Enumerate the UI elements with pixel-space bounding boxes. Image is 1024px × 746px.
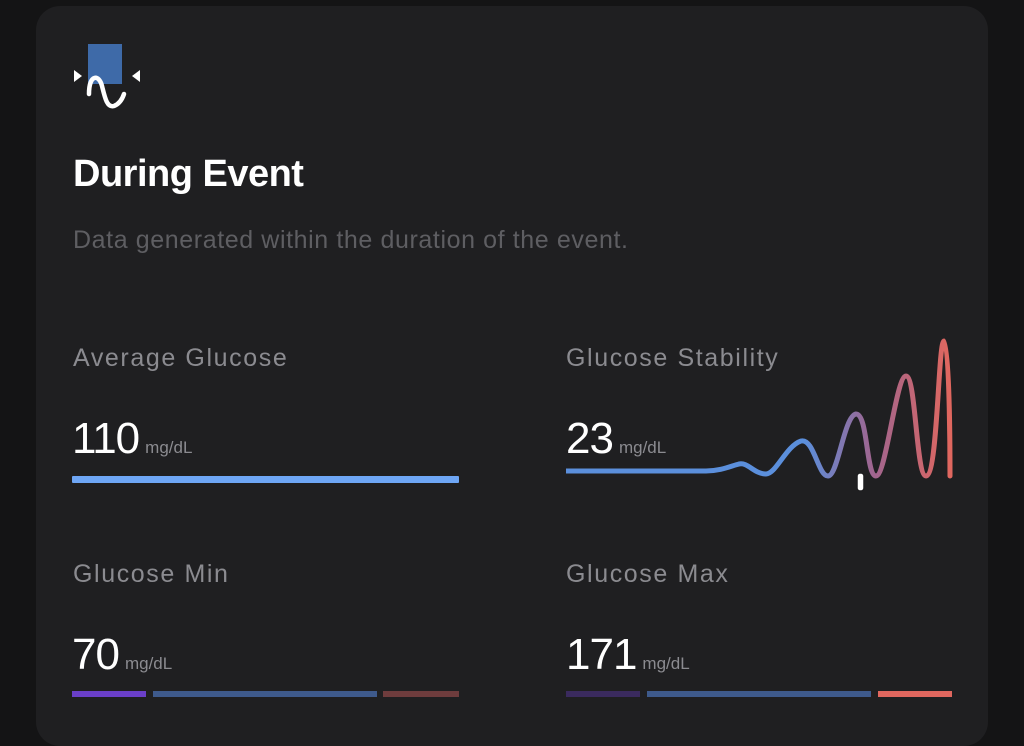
glucose-stability-label: Glucose Stability [566,344,780,372]
max-range-in-range-segment [647,691,871,697]
glucose-stability-number: 23 [566,414,614,463]
section-title: During Event [73,153,304,195]
event-wave-icon [74,44,140,109]
average-glucose-number: 110 [72,414,140,463]
section-subtitle: Data generated within the duration of th… [73,226,629,254]
average-glucose-unit: mg/dL [145,438,193,457]
min-range-low-segment [72,691,146,697]
glucose-min-number: 70 [72,630,120,679]
glucose-min-label: Glucose Min [73,560,230,588]
average-glucose-label: Average Glucose [73,344,289,372]
max-range-low-segment [566,691,640,697]
average-glucose-bar [72,476,459,483]
during-event-card: During Event Data generated within the d… [36,6,988,746]
min-range-in-range-segment [153,691,377,697]
glucose-stability-value: 23 mg/dL [566,414,666,464]
glucose-max-unit: mg/dL [642,654,690,673]
average-glucose-value: 110 mg/dL [72,414,192,464]
min-range-high-segment [383,691,459,697]
glucose-max-label: Glucose Max [566,560,730,588]
glucose-min-value: 70 mg/dL [72,630,172,680]
stability-wave-chart [566,338,953,492]
glucose-stability-unit: mg/dL [618,438,667,457]
glucose-max-value: 171 mg/dL [566,630,690,680]
glucose-min-unit: mg/dL [124,654,173,673]
glucose-max-number: 171 [566,630,637,679]
max-range-high-segment [878,691,952,697]
